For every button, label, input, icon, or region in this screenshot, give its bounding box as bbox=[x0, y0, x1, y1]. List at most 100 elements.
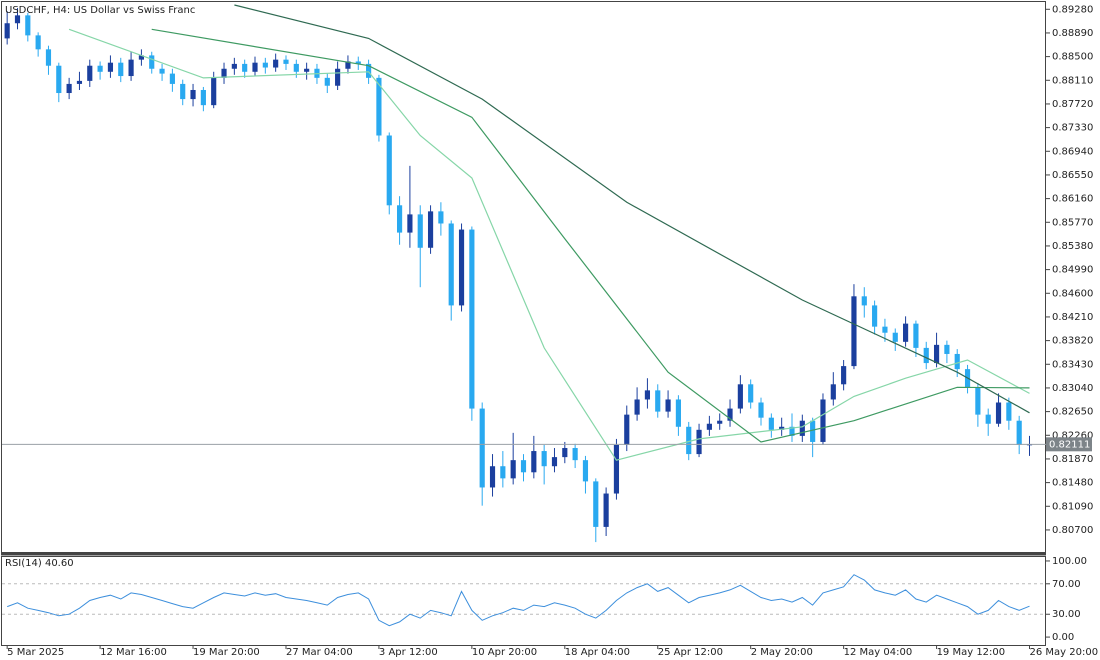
x-tick-label: 2 May 20:00 bbox=[751, 647, 813, 658]
candle-body bbox=[510, 460, 516, 479]
rsi-title: RSI(14) 40.60 bbox=[5, 558, 74, 569]
y-tick-label: 0.84990 bbox=[1052, 265, 1093, 276]
y-tick-label: 0.81870 bbox=[1052, 454, 1093, 465]
y-tick-label: 0.87330 bbox=[1052, 123, 1093, 134]
candle-body bbox=[479, 408, 485, 488]
candle-body bbox=[252, 62, 258, 72]
candle-body bbox=[696, 429, 702, 455]
chart-title: USDCHF, H4: US Dollar vs Swiss Franc bbox=[5, 5, 195, 16]
y-tick-label: 0.84210 bbox=[1052, 312, 1093, 323]
candle-body bbox=[841, 366, 847, 385]
candle-body bbox=[975, 387, 981, 415]
x-tick-label: 12 Mar 16:00 bbox=[100, 647, 167, 658]
candle-body bbox=[407, 214, 413, 233]
candle-body bbox=[366, 63, 372, 78]
x-tick-label: 19 May 12:00 bbox=[937, 647, 1006, 658]
candle-body bbox=[376, 77, 382, 136]
candle-body bbox=[933, 344, 940, 364]
candle-body bbox=[737, 384, 743, 409]
candle-body bbox=[138, 55, 144, 60]
candle-body bbox=[624, 414, 630, 445]
candle-body bbox=[45, 49, 52, 66]
y-tick-label: 0.87720 bbox=[1052, 99, 1093, 110]
candle-body bbox=[35, 35, 41, 50]
x-tick-label: 10 Apr 20:00 bbox=[472, 647, 537, 658]
candle-body bbox=[262, 62, 268, 68]
rsi-line bbox=[7, 574, 1030, 627]
candle-body bbox=[985, 414, 991, 424]
y-tick-label: 0.86940 bbox=[1052, 146, 1093, 157]
y-tick-label: 0.80700 bbox=[1052, 525, 1093, 536]
candle-body bbox=[500, 466, 506, 479]
x-tick-label: 19 Mar 20:00 bbox=[193, 647, 260, 658]
x-tick-label: 5 Mar 2025 bbox=[7, 647, 64, 658]
y-tick-label: 0.83430 bbox=[1052, 359, 1093, 370]
candle-body bbox=[14, 15, 21, 24]
candle-body bbox=[242, 63, 248, 72]
y-tick-label: 0.85380 bbox=[1052, 241, 1093, 252]
x-tick-label: 27 Mar 04:00 bbox=[286, 647, 353, 658]
candle-body bbox=[283, 59, 289, 64]
candle-body bbox=[159, 68, 165, 74]
candle-body bbox=[386, 135, 392, 206]
candle-body bbox=[417, 214, 423, 248]
candle-body bbox=[396, 205, 403, 233]
candle-body bbox=[107, 62, 114, 72]
candle-body bbox=[335, 68, 341, 86]
candle-body bbox=[273, 59, 279, 68]
y-tick-label: 0.84600 bbox=[1052, 288, 1093, 299]
candle-body bbox=[913, 323, 919, 348]
candle-body bbox=[582, 460, 589, 482]
rsi-panel: 100.00 70.00 30.00 0.00 bbox=[2, 556, 1087, 643]
candle-body bbox=[97, 65, 103, 72]
y-tick-label: 0.88890 bbox=[1052, 28, 1093, 39]
y-tick-label: 70.00 bbox=[1052, 579, 1081, 590]
candle-body bbox=[861, 296, 867, 306]
candle-body bbox=[128, 59, 134, 77]
candle-body bbox=[758, 402, 764, 418]
candle-body bbox=[190, 89, 196, 100]
x-tick-label: 25 Apr 12:00 bbox=[658, 647, 723, 658]
candle-body bbox=[180, 83, 186, 100]
candle-body bbox=[789, 426, 795, 436]
candle-body bbox=[562, 448, 568, 458]
y-tick-label: 0.83040 bbox=[1052, 383, 1093, 394]
candle-body bbox=[76, 80, 83, 84]
y-tick-label: 0.88500 bbox=[1052, 52, 1093, 63]
candle-body bbox=[551, 457, 558, 467]
candle-body bbox=[872, 305, 878, 327]
candle-body bbox=[221, 68, 227, 78]
candle-body bbox=[231, 63, 237, 69]
candle-body bbox=[768, 417, 774, 430]
candle-body bbox=[572, 448, 578, 461]
candle-body bbox=[541, 451, 547, 467]
candle-body bbox=[954, 353, 960, 370]
candle-body bbox=[882, 326, 888, 333]
candle-body bbox=[458, 229, 465, 306]
candle-body bbox=[169, 73, 175, 84]
candle-body bbox=[1006, 402, 1012, 421]
candle-body bbox=[686, 426, 692, 455]
last-price-label: 0.82111 bbox=[1049, 439, 1090, 450]
candle-body bbox=[634, 399, 640, 415]
moving-average bbox=[151, 28, 1030, 443]
candle-body bbox=[355, 61, 361, 64]
y-tick-label: 0.82260 bbox=[1052, 430, 1093, 441]
candle-body bbox=[593, 481, 599, 527]
candle-body bbox=[4, 23, 10, 39]
y-tick-label: 30.00 bbox=[1052, 609, 1081, 620]
candle-body bbox=[706, 423, 712, 430]
candle-body bbox=[87, 65, 93, 81]
y-tick-label: 0.85770 bbox=[1052, 217, 1093, 228]
candle-body bbox=[944, 344, 950, 354]
candle-body bbox=[1016, 420, 1022, 445]
candle-body bbox=[520, 460, 527, 473]
candle-body bbox=[644, 390, 651, 400]
candle-body bbox=[613, 444, 620, 494]
x-tick-label: 12 May 04:00 bbox=[844, 647, 913, 658]
candle-body bbox=[810, 420, 816, 442]
last-price-box bbox=[1046, 437, 1092, 452]
candle-body bbox=[438, 211, 444, 224]
